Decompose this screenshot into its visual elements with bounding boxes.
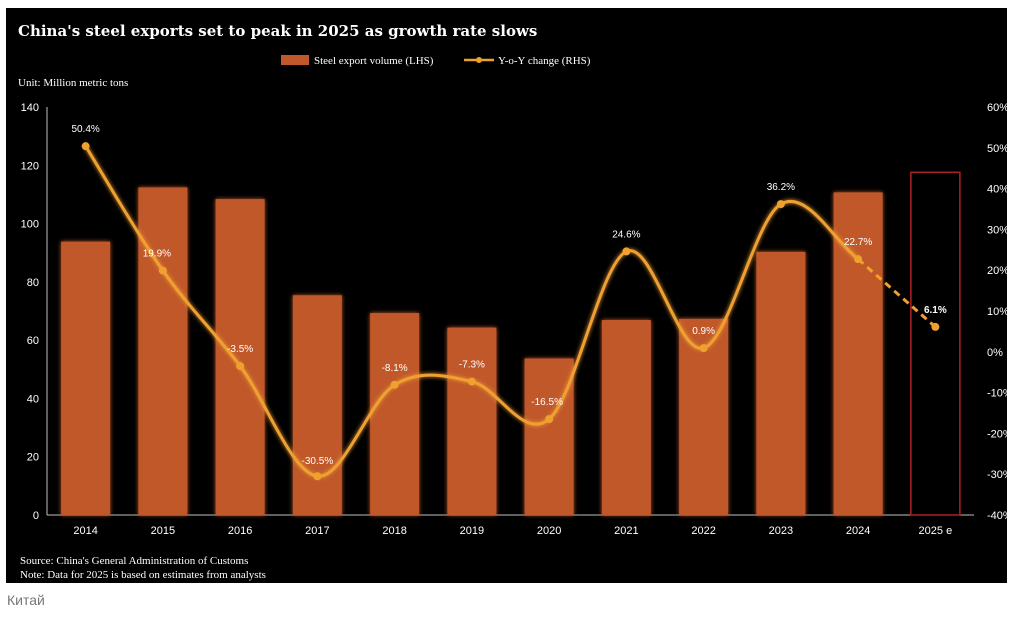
yoy-marker bbox=[854, 255, 863, 264]
unit-label: Unit: Million metric tons bbox=[18, 77, 128, 89]
yoy-data-label: -8.1% bbox=[382, 363, 408, 374]
yoy-marker bbox=[699, 344, 708, 353]
yoy-data-label: 22.7% bbox=[844, 237, 872, 248]
right-tick-label: -10% bbox=[987, 388, 1007, 400]
chart-title: China's steel exports set to peak in 202… bbox=[18, 22, 538, 40]
x-tick-label: 2021 bbox=[614, 525, 638, 537]
right-tick-label: 40% bbox=[987, 184, 1007, 196]
left-tick-label: 120 bbox=[21, 160, 39, 172]
right-tick-label: 10% bbox=[987, 306, 1007, 318]
bar bbox=[292, 295, 342, 515]
yoy-line-solid bbox=[84, 145, 860, 478]
left-tick-label: 100 bbox=[21, 219, 39, 231]
left-tick-label: 80 bbox=[27, 277, 39, 289]
yoy-marker bbox=[931, 322, 940, 331]
left-tick-label: 60 bbox=[27, 335, 39, 347]
yoy-line-estimate bbox=[857, 258, 937, 329]
left-tick-label: 140 bbox=[21, 102, 39, 114]
yoy-marker bbox=[236, 362, 245, 371]
x-tick-label: 2019 bbox=[460, 525, 484, 537]
x-tick-label: 2018 bbox=[382, 525, 406, 537]
yoy-data-label: -7.3% bbox=[459, 360, 485, 371]
x-tick-label: 2015 bbox=[151, 525, 175, 537]
right-tick-label: -20% bbox=[987, 428, 1007, 440]
bar-estimate bbox=[910, 171, 961, 516]
note-text: Note: Data for 2025 is based on estimate… bbox=[20, 569, 266, 581]
yoy-marker bbox=[158, 266, 167, 275]
bar bbox=[447, 327, 497, 515]
left-tick-label: 0 bbox=[33, 510, 39, 522]
x-tick-label: 2023 bbox=[769, 525, 793, 537]
chart-container: China's steel exports set to peak in 202… bbox=[6, 8, 1007, 583]
left-tick-label: 40 bbox=[27, 393, 39, 405]
bar bbox=[138, 187, 188, 516]
yoy-marker bbox=[390, 380, 399, 389]
x-tick-label: 2025 e bbox=[919, 525, 953, 537]
yoy-data-label: 6.1% bbox=[924, 305, 947, 316]
yoy-marker bbox=[81, 142, 90, 151]
yoy-data-label: -16.5% bbox=[531, 397, 563, 408]
x-tick-label: 2024 bbox=[846, 525, 870, 537]
yoy-data-label: -3.5% bbox=[227, 344, 253, 355]
right-tick-label: -40% bbox=[987, 510, 1007, 522]
bar bbox=[524, 358, 574, 515]
x-tick-label: 2016 bbox=[228, 525, 252, 537]
bar bbox=[833, 192, 883, 516]
caption: Китай bbox=[7, 592, 45, 608]
x-tick-label: 2017 bbox=[305, 525, 329, 537]
chart-svg: Steel export volume (LHS) Y-o-Y change (R… bbox=[18, 55, 1007, 581]
right-tick-label: 50% bbox=[987, 143, 1007, 155]
yoy-data-label: 24.6% bbox=[612, 229, 640, 240]
bar bbox=[756, 251, 806, 515]
yoy-marker bbox=[467, 377, 476, 386]
yoy-data-label: 0.9% bbox=[692, 326, 715, 337]
yoy-data-label: 50.4% bbox=[71, 124, 99, 135]
yoy-data-label: -30.5% bbox=[302, 456, 334, 467]
right-tick-label: -30% bbox=[987, 469, 1007, 481]
legend-marker bbox=[476, 57, 482, 63]
yoy-data-label: 19.9% bbox=[143, 249, 171, 260]
source-text: Source: China's General Administration o… bbox=[20, 555, 248, 567]
legend-label-bar: Steel export volume (LHS) bbox=[314, 55, 434, 67]
legend-label-line: Y-o-Y change (RHS) bbox=[498, 55, 591, 67]
right-tick-label: 20% bbox=[987, 265, 1007, 277]
right-tick-label: 30% bbox=[987, 224, 1007, 236]
yoy-data-label: 36.2% bbox=[767, 182, 795, 193]
legend-swatch-bar bbox=[281, 55, 309, 65]
right-tick-label: 0% bbox=[987, 347, 1003, 359]
right-tick-label: 60% bbox=[987, 102, 1007, 114]
x-tick-label: 2014 bbox=[73, 525, 97, 537]
x-tick-label: 2022 bbox=[691, 525, 715, 537]
yoy-marker bbox=[622, 247, 631, 256]
x-tick-label: 2020 bbox=[537, 525, 561, 537]
yoy-marker bbox=[545, 415, 554, 424]
bar bbox=[61, 241, 111, 515]
yoy-marker bbox=[313, 472, 322, 481]
bar bbox=[215, 199, 265, 515]
bar bbox=[601, 320, 651, 515]
yoy-marker bbox=[776, 200, 785, 209]
left-tick-label: 20 bbox=[27, 452, 39, 464]
bar bbox=[370, 313, 420, 515]
